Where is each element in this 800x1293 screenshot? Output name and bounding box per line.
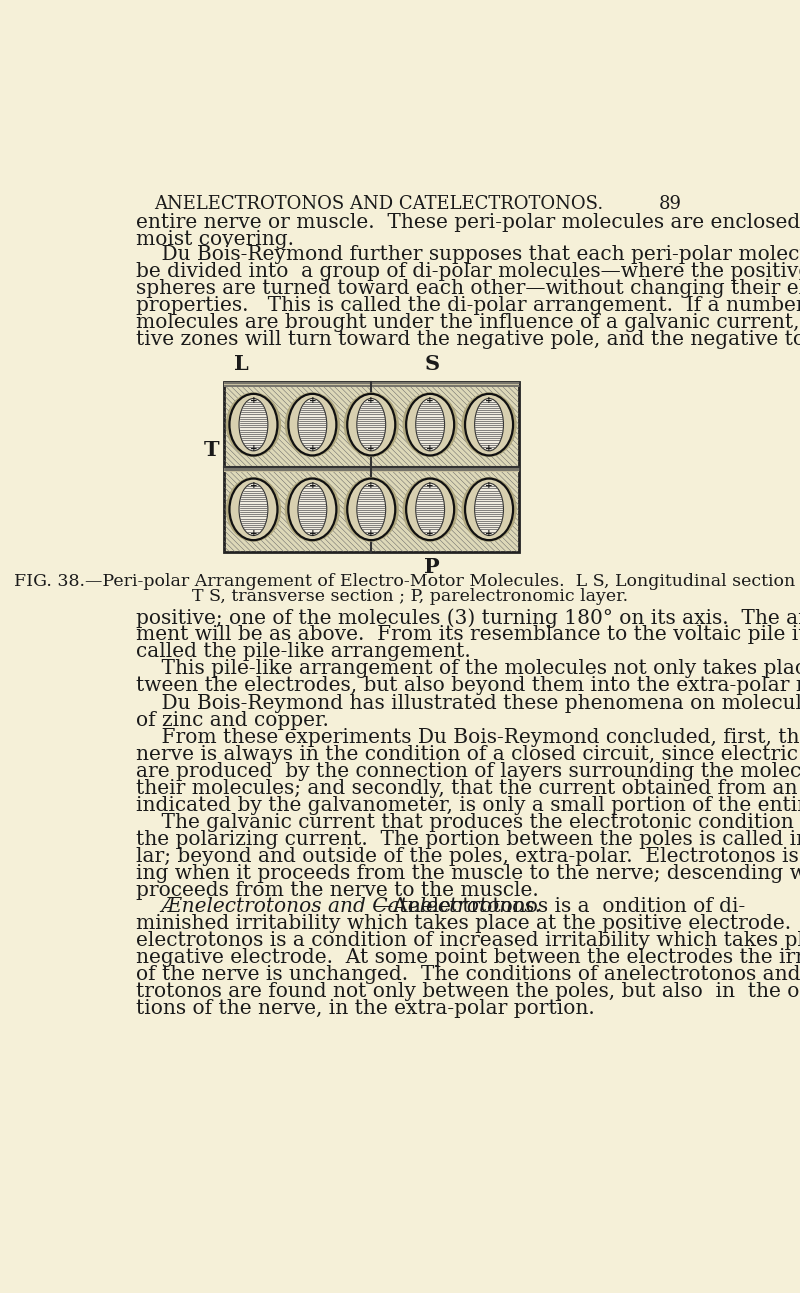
Text: L: L (234, 354, 249, 374)
Ellipse shape (416, 398, 445, 451)
Ellipse shape (298, 398, 326, 451)
Text: —Anelectrotonos is a  ondition of di-: —Anelectrotonos is a ondition of di- (373, 897, 745, 917)
Bar (224, 467, 518, 472)
Text: +: + (486, 529, 493, 538)
Text: spheres are turned toward each other—without changing their electric: spheres are turned toward each other—wit… (137, 279, 800, 299)
Text: +: + (309, 481, 316, 490)
Text: +: + (486, 396, 493, 405)
Ellipse shape (357, 398, 386, 451)
Bar (224, 383, 518, 552)
Text: T S, transverse section ; P, parelectronomic layer.: T S, transverse section ; P, parelectron… (192, 588, 628, 605)
Ellipse shape (344, 392, 399, 456)
Ellipse shape (465, 394, 513, 455)
Text: entire nerve or muscle.  These peri-polar molecules are enclosed by a: entire nerve or muscle. These peri-polar… (137, 213, 800, 231)
Text: be divided into  a group of di-polar molecules—where the positive hemi-: be divided into a group of di-polar mole… (137, 262, 800, 281)
Text: +: + (367, 445, 375, 453)
Text: negative electrode.  At some point between the electrodes the irritability: negative electrode. At some point betwee… (137, 948, 800, 967)
Text: molecules are brought under the influence of a galvanic current, their posi-: molecules are brought under the influenc… (137, 313, 800, 332)
Text: lar; beyond and outside of the poles, extra-polar.  Electrotonos is ascend-: lar; beyond and outside of the poles, ex… (137, 847, 800, 865)
Ellipse shape (285, 392, 340, 456)
Ellipse shape (288, 478, 336, 540)
Text: 89: 89 (658, 195, 682, 213)
Ellipse shape (239, 484, 268, 535)
Text: ment will be as above.  From its resemblance to the voltaic pile it is: ment will be as above. From its resembla… (137, 625, 800, 644)
Ellipse shape (298, 484, 326, 535)
Text: +: + (250, 481, 258, 490)
Text: +: + (426, 529, 434, 538)
Text: Du Bois-Reymond has illustrated these phenomena on molecules made: Du Bois-Reymond has illustrated these ph… (137, 694, 800, 714)
Bar (224, 383, 518, 552)
Text: +: + (367, 481, 375, 490)
Text: called the pile-like arrangement.: called the pile-like arrangement. (137, 641, 471, 661)
Text: +: + (250, 396, 258, 405)
Ellipse shape (239, 398, 268, 451)
Text: +: + (426, 396, 434, 405)
Ellipse shape (462, 392, 517, 456)
Text: +: + (486, 445, 493, 453)
Text: tive zones will turn toward the negative pole, and the negative toward the: tive zones will turn toward the negative… (137, 330, 800, 349)
Ellipse shape (226, 392, 281, 456)
Bar (224, 383, 518, 387)
Ellipse shape (347, 478, 395, 540)
Ellipse shape (474, 398, 503, 451)
Text: electrotonos is a condition of increased irritability which takes place at the: electrotonos is a condition of increased… (137, 931, 800, 950)
Ellipse shape (230, 394, 278, 455)
Text: Du Bois-Reymond further supposes that each peri-polar molecule may: Du Bois-Reymond further supposes that ea… (137, 246, 800, 264)
Text: From these experiments Du Bois-Reymond concluded, first, that the: From these experiments Du Bois-Reymond c… (137, 728, 800, 747)
Text: ing when it proceeds from the muscle to the nerve; descending when it: ing when it proceeds from the muscle to … (137, 864, 800, 883)
Ellipse shape (406, 394, 454, 455)
Text: ANELECTROTONOS AND CATELECTROTONOS.: ANELECTROTONOS AND CATELECTROTONOS. (154, 195, 604, 213)
Ellipse shape (474, 484, 503, 535)
Ellipse shape (285, 477, 340, 542)
Text: FIG. 38.—Peri-polar Arrangement of Electro-Motor Molecules.  L S, Longitudinal s: FIG. 38.—Peri-polar Arrangement of Elect… (14, 573, 800, 590)
Ellipse shape (402, 392, 458, 456)
Text: tween the electrodes, but also beyond them into the extra-polar region.: tween the electrodes, but also beyond th… (137, 676, 800, 694)
Text: +: + (367, 396, 375, 405)
Text: their molecules; and secondly, that the current obtained from an animal, as: their molecules; and secondly, that the … (137, 778, 800, 798)
Text: +: + (426, 445, 434, 453)
Ellipse shape (226, 477, 281, 542)
Text: of the nerve is unchanged.  The conditions of anelectrotonos and catelec-: of the nerve is unchanged. The condition… (137, 965, 800, 984)
Text: proceeds from the nerve to the muscle.: proceeds from the nerve to the muscle. (137, 881, 539, 900)
Text: tions of the nerve, in the extra-polar portion.: tions of the nerve, in the extra-polar p… (137, 999, 595, 1018)
Text: minished irritability which takes place at the positive electrode.  Cat-: minished irritability which takes place … (137, 914, 800, 934)
Ellipse shape (357, 484, 386, 535)
Ellipse shape (344, 477, 399, 542)
Ellipse shape (347, 394, 395, 455)
Ellipse shape (230, 478, 278, 540)
Ellipse shape (406, 478, 454, 540)
Text: +: + (309, 396, 316, 405)
Ellipse shape (402, 477, 458, 542)
Ellipse shape (288, 394, 336, 455)
Ellipse shape (462, 477, 517, 542)
Text: P: P (424, 557, 439, 577)
Text: +: + (367, 529, 375, 538)
Text: The galvanic current that produces the electrotonic condition is called: The galvanic current that produces the e… (137, 813, 800, 831)
Text: properties.   This is called the di-polar arrangement.  If a number of such: properties. This is called the di-polar … (137, 296, 800, 315)
Text: S: S (424, 354, 439, 374)
Text: Ænelectrotonos and Catelectrotonos.: Ænelectrotonos and Catelectrotonos. (137, 897, 542, 917)
Text: the polarizing current.  The portion between the poles is called intra-po-: the polarizing current. The portion betw… (137, 830, 800, 848)
Text: T: T (204, 440, 219, 460)
Ellipse shape (416, 484, 445, 535)
Text: +: + (309, 529, 316, 538)
Text: +: + (250, 529, 258, 538)
Text: This pile-like arrangement of the molecules not only takes place be-: This pile-like arrangement of the molecu… (137, 658, 800, 678)
Text: trotonos are found not only between the poles, but also  in  the other por-: trotonos are found not only between the … (137, 983, 800, 1001)
Text: +: + (426, 481, 434, 490)
Ellipse shape (465, 478, 513, 540)
Text: +: + (250, 445, 258, 453)
Text: are produced  by the connection of layers surrounding the molecules with: are produced by the connection of layers… (137, 762, 800, 781)
Text: nerve is always in the condition of a closed circuit, since electric currents: nerve is always in the condition of a cl… (137, 745, 800, 764)
Text: moist covering.: moist covering. (137, 230, 294, 248)
Text: +: + (309, 445, 316, 453)
Text: indicated by the galvanometer, is only a small portion of the entire current.: indicated by the galvanometer, is only a… (137, 795, 800, 815)
Text: of zinc and copper.: of zinc and copper. (137, 711, 330, 731)
Text: positive; one of the molecules (3) turning 180° on its axis.  The arrange-: positive; one of the molecules (3) turni… (137, 608, 800, 627)
Text: +: + (486, 481, 493, 490)
